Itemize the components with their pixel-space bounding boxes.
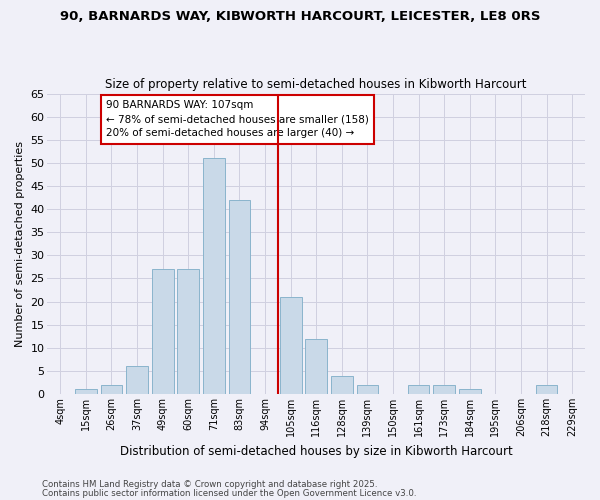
Bar <box>75 390 97 394</box>
Y-axis label: Number of semi-detached properties: Number of semi-detached properties <box>15 141 25 347</box>
Bar <box>178 269 199 394</box>
Bar <box>126 366 148 394</box>
Bar <box>305 338 327 394</box>
Text: 90 BARNARDS WAY: 107sqm
← 78% of semi-detached houses are smaller (158)
20% of s: 90 BARNARDS WAY: 107sqm ← 78% of semi-de… <box>106 100 369 138</box>
Bar <box>433 385 455 394</box>
Bar <box>408 385 430 394</box>
Bar <box>459 390 481 394</box>
Text: Contains HM Land Registry data © Crown copyright and database right 2025.: Contains HM Land Registry data © Crown c… <box>42 480 377 489</box>
Bar <box>152 269 173 394</box>
Text: Contains public sector information licensed under the Open Government Licence v3: Contains public sector information licen… <box>42 488 416 498</box>
X-axis label: Distribution of semi-detached houses by size in Kibworth Harcourt: Distribution of semi-detached houses by … <box>120 444 512 458</box>
Title: Size of property relative to semi-detached houses in Kibworth Harcourt: Size of property relative to semi-detach… <box>106 78 527 91</box>
Bar <box>536 385 557 394</box>
Text: 90, BARNARDS WAY, KIBWORTH HARCOURT, LEICESTER, LE8 0RS: 90, BARNARDS WAY, KIBWORTH HARCOURT, LEI… <box>60 10 540 23</box>
Bar <box>280 297 302 394</box>
Bar <box>101 385 122 394</box>
Bar <box>331 376 353 394</box>
Bar <box>229 200 250 394</box>
Bar <box>356 385 379 394</box>
Bar <box>203 158 225 394</box>
